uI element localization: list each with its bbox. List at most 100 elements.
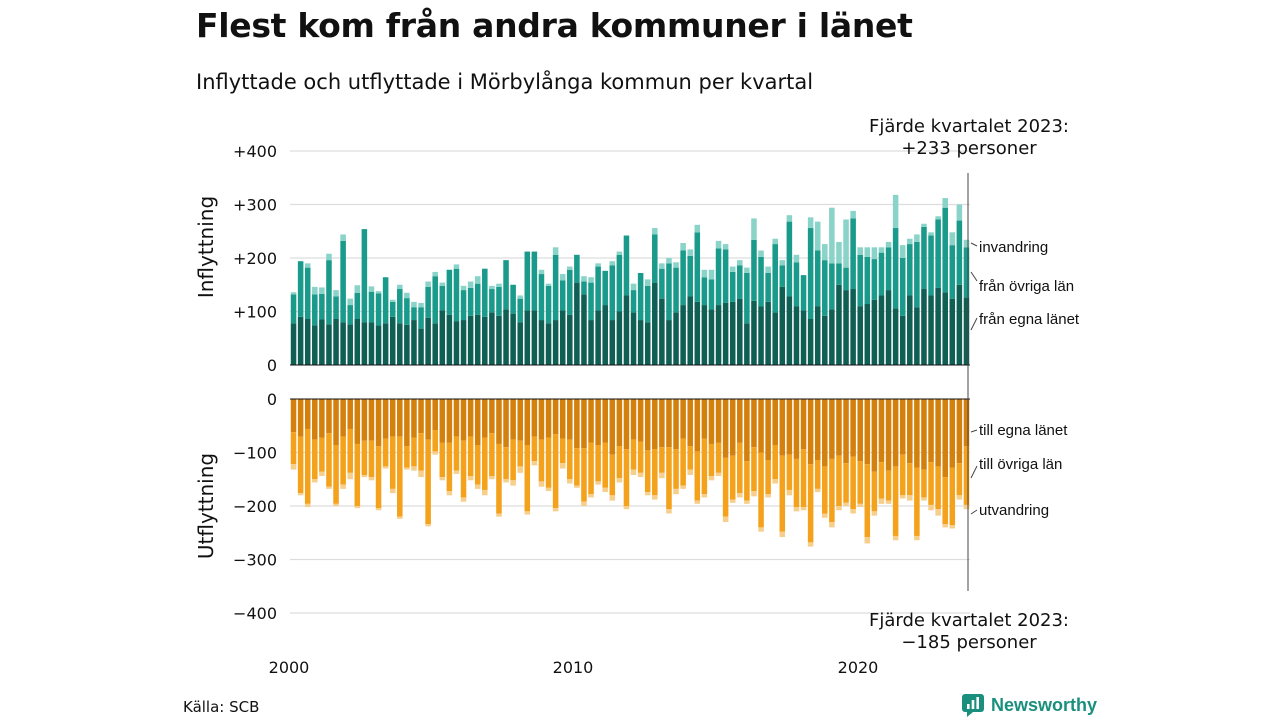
bar-utflyttning-ut_utvandring	[899, 495, 906, 499]
bar-utflyttning-ut_egna	[907, 399, 913, 464]
bar-utflyttning-ut_egna	[878, 399, 885, 463]
bar-utflyttning-ut_egna	[297, 399, 304, 437]
bar-inflyttning-in_ovriga	[581, 281, 587, 295]
bar-utflyttning-ut_ovriga	[793, 458, 800, 508]
bar-inflyttning-in_invandring	[375, 291, 382, 294]
bar-utflyttning-ut_ovriga	[822, 466, 828, 514]
bar-inflyttning-in_egna	[878, 295, 885, 365]
bar-utflyttning-ut_ovriga	[389, 436, 396, 489]
bar-inflyttning-in_invandring	[397, 284, 403, 290]
bar-inflyttning-in_ovriga	[637, 272, 644, 321]
bar-utflyttning-ut_ovriga	[666, 447, 672, 510]
bar-utflyttning-ut_egna	[460, 399, 467, 441]
bar-inflyttning-in_ovriga	[928, 235, 934, 296]
bar-utflyttning-ut_utvandring	[680, 485, 686, 489]
bar-inflyttning-in_invandring	[673, 262, 679, 268]
bar-utflyttning-ut_utvandring	[375, 508, 382, 511]
bar-inflyttning-in_invandring	[666, 258, 672, 264]
bar-utflyttning-ut_ovriga	[673, 449, 679, 489]
bar-utflyttning-ut_egna	[375, 399, 382, 447]
bar-utflyttning-ut_egna	[864, 399, 871, 465]
bar-inflyttning-in_ovriga	[793, 262, 800, 307]
bar-inflyttning-in_ovriga	[850, 218, 856, 290]
bar-inflyttning-in_invandring	[907, 238, 913, 245]
bar-inflyttning-in_ovriga	[843, 267, 849, 291]
bar-utflyttning-ut_ovriga	[524, 445, 531, 512]
y-tick-label: −400	[233, 604, 277, 623]
bar-utflyttning-ut_utvandring	[637, 472, 644, 478]
bar-utflyttning-ut_ovriga	[312, 439, 318, 480]
bar-utflyttning-ut_egna	[326, 399, 332, 434]
bar-utflyttning-ut_egna	[474, 399, 481, 446]
bar-inflyttning-in_ovriga	[467, 287, 474, 316]
bar-utflyttning-ut_utvandring	[630, 469, 637, 475]
bar-utflyttning-ut_egna	[963, 399, 970, 447]
bar-inflyttning-in_ovriga	[524, 251, 531, 311]
legend-connector	[970, 429, 978, 433]
bar-utflyttning-ut_utvandring	[644, 492, 651, 496]
y-tick-label: 0	[267, 356, 277, 375]
bar-inflyttning-in_egna	[793, 306, 800, 365]
bar-inflyttning-in_egna	[921, 289, 927, 365]
bar-inflyttning-in_egna	[304, 318, 311, 365]
bar-inflyttning-in_egna	[942, 292, 948, 365]
bar-utflyttning-ut_ovriga	[836, 455, 842, 506]
bar-inflyttning-in_egna	[652, 282, 658, 365]
bar-utflyttning-ut_egna	[652, 399, 658, 450]
bar-inflyttning-in_invandring	[814, 221, 821, 251]
chart-subtitle: Inflyttade och utflyttade i Mörbylånga k…	[196, 70, 814, 94]
y-tick-label: −100	[233, 444, 277, 463]
bar-utflyttning-ut_utvandring	[559, 463, 566, 469]
bar-inflyttning-in_ovriga	[397, 289, 403, 324]
bar-utflyttning-ut_egna	[807, 399, 814, 465]
bar-utflyttning-ut_ovriga	[630, 439, 637, 470]
bar-utflyttning-ut_egna	[517, 399, 523, 441]
bar-utflyttning-ut_utvandring	[751, 491, 757, 497]
bar-inflyttning-in_egna	[290, 323, 297, 365]
bar-inflyttning-in_ovriga	[404, 298, 410, 325]
bar-utflyttning-ut_egna	[290, 399, 297, 433]
bar-inflyttning-in_ovriga	[694, 232, 701, 302]
bar-inflyttning-in_ovriga	[531, 251, 538, 311]
bar-utflyttning-ut_egna	[425, 399, 431, 440]
bar-inflyttning-in_ovriga	[822, 260, 828, 316]
bar-inflyttning-in_invandring	[878, 247, 885, 253]
bar-utflyttning-ut_egna	[389, 399, 396, 437]
bar-inflyttning-in_egna	[496, 315, 502, 365]
bar-inflyttning-in_egna	[538, 320, 545, 365]
bar-inflyttning-in_ovriga	[474, 283, 481, 315]
bar-utflyttning-ut_utvandring	[737, 493, 743, 498]
bar-utflyttning-ut_ovriga	[326, 433, 332, 487]
bar-inflyttning-in_egna	[807, 318, 814, 365]
bar-inflyttning-in_ovriga	[935, 219, 941, 288]
bar-utflyttning-ut_utvandring	[871, 511, 878, 516]
bar-utflyttning-ut_utvandring	[340, 484, 346, 489]
bar-utflyttning-ut_ovriga	[375, 446, 382, 509]
bar-inflyttning-in_ovriga	[297, 261, 304, 317]
bar-inflyttning-in_egna	[701, 305, 708, 365]
inflow-y-ticks: 0 +100 +200 +300 +400	[233, 142, 277, 375]
bar-inflyttning-in_egna	[609, 320, 616, 365]
x-tick-label: 2000	[269, 658, 310, 677]
bar-utflyttning-ut_egna	[382, 399, 389, 439]
bar-utflyttning-ut_ovriga	[567, 439, 573, 480]
bar-utflyttning-ut_egna	[623, 399, 630, 450]
bar-utflyttning-ut_ovriga	[581, 448, 587, 502]
bar-utflyttning-ut_egna	[453, 399, 460, 437]
bar-inflyttning-in_egna	[963, 297, 970, 365]
bar-utflyttning-ut_egna	[871, 399, 878, 472]
bar-inflyttning-in_ovriga	[482, 268, 488, 317]
bar-utflyttning-ut_utvandring	[503, 479, 509, 483]
bar-utflyttning-ut_utvandring	[290, 464, 297, 470]
bar-utflyttning-ut_ovriga	[609, 454, 616, 496]
x-tick-label: 2020	[838, 658, 879, 677]
bar-inflyttning-in_egna	[765, 301, 771, 365]
bar-utflyttning-ut_egna	[708, 399, 715, 444]
outflow-y-axis-label: Utflyttning	[194, 453, 218, 559]
bar-inflyttning-in_ovriga	[425, 286, 431, 318]
bar-inflyttning-in_ovriga	[616, 254, 623, 312]
bar-inflyttning-in_egna	[722, 302, 729, 365]
bar-utflyttning-ut_egna	[482, 399, 488, 438]
bar-utflyttning-ut_utvandring	[616, 478, 623, 483]
bar-utflyttning-ut_ovriga	[737, 442, 743, 494]
